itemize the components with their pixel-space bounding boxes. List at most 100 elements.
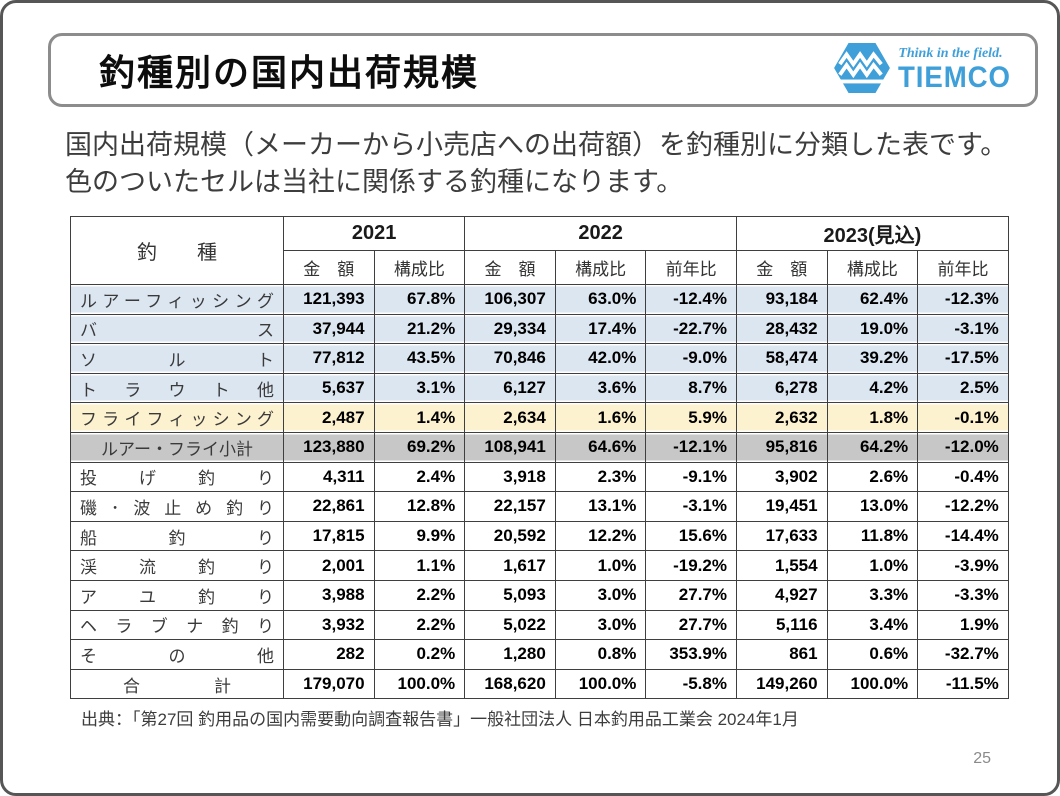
page-title: 釣種別の国内出荷規模 [99,52,480,93]
value-cell: -9.0% [645,343,737,374]
value-cell: -3.1% [645,491,737,522]
table-body: ルアーフィッシング 121,393 67.8% 106,307 63.0% -1… [70,284,1009,700]
value-cell: 149,260 [735,668,828,700]
value-cell: 1.4% [373,402,466,433]
value-cell: 22,157 [464,491,556,522]
table-row: 合計 179,070 100.0% 168,620 100.0% -5.8% 1… [70,668,1009,700]
row-label: ルアー・フライ小計 [70,431,284,463]
value-cell: 353.9% [645,639,737,670]
value-cell: -14.4% [917,520,1009,552]
value-cell: 3.0% [554,609,647,641]
value-cell: -3.1% [917,313,1009,345]
value-cell: -5.8% [645,668,737,700]
value-cell: 37,944 [283,313,375,345]
col-header-amount-2021: 金 額 [283,250,375,285]
value-cell: 12.8% [373,491,466,522]
description-line-1: 国内出荷規模（メーカーから小売店への出荷額）を釣種別に分類した表です。 [65,130,1008,160]
value-cell: 39.2% [826,343,919,374]
table-row: トラウト他 5,637 3.1% 6,127 3.6% 8.7% 6,278 4… [70,372,1009,404]
table-row: ルアー・フライ小計 123,880 69.2% 108,941 64.6% -1… [70,431,1009,463]
value-cell: 179,070 [283,668,375,700]
value-cell: -0.4% [917,461,1009,493]
row-label: 船釣り [70,520,284,552]
logo-brand: TIEMCO [898,61,1012,94]
value-cell: 27.7% [645,609,737,641]
value-cell: 13.0% [826,491,919,522]
value-cell: 42.0% [554,343,647,374]
table-row: アユ釣り 3,988 2.2% 5,093 3.0% 27.7% 4,927 3… [70,579,1009,611]
shipment-table: 釣 種 2021 2022 2023(見込) 金 額 構成比 金 額 構成比 前… [70,216,1009,700]
value-cell: 1.0% [554,550,647,581]
value-cell: 1,280 [464,639,556,670]
value-cell: 2,632 [735,402,828,433]
row-label: ルアーフィッシング [70,284,284,315]
value-cell: 11.8% [826,520,919,552]
value-cell: 3.0% [554,579,647,611]
value-cell: 108,941 [464,431,556,463]
shipment-table-wrap: 釣 種 2021 2022 2023(見込) 金 額 構成比 金 額 構成比 前… [70,216,1009,700]
value-cell: 62.4% [826,284,919,315]
value-cell: 17,633 [735,520,828,552]
table-header: 釣 種 2021 2022 2023(見込) 金 額 構成比 金 額 構成比 前… [70,216,1009,285]
col-header-share-2022: 構成比 [554,250,647,285]
value-cell: -11.5% [917,668,1009,700]
year-2023-header: 2023(見込) [735,216,1009,251]
value-cell: 21.2% [373,313,466,345]
value-cell: 3.1% [373,372,466,404]
value-cell: 3,932 [283,609,375,641]
value-cell: 63.0% [554,284,647,315]
value-cell: 2,634 [464,402,556,433]
col-header-yoy-2023: 前年比 [917,250,1009,285]
sub-header-row: 金 額 構成比 金 額 構成比 前年比 金 額 構成比 前年比 [71,250,1009,285]
value-cell: -12.3% [917,284,1009,315]
value-cell: -12.1% [645,431,737,463]
value-cell: 3.6% [554,372,647,404]
value-cell: 5,637 [283,372,375,404]
value-cell: 2.2% [373,609,466,641]
value-cell: 3,902 [735,461,828,493]
value-cell: -19.2% [645,550,737,581]
value-cell: 0.8% [554,639,647,670]
value-cell: 3,988 [283,579,375,611]
value-cell: 282 [283,639,375,670]
col-header-share-2023: 構成比 [826,250,919,285]
value-cell: 64.2% [826,431,919,463]
value-cell: 70,846 [464,343,556,374]
value-cell: 6,127 [464,372,556,404]
logo-tagline: Think in the field. [898,46,1003,61]
value-cell: -32.7% [917,639,1009,670]
value-cell: 5,022 [464,609,556,641]
title-box: 釣種別の国内出荷規模 Think in the field. TIEMCO [48,33,1038,107]
value-cell: 28,432 [735,313,828,345]
value-cell: 2.2% [373,579,466,611]
value-cell: 19,451 [735,491,828,522]
year-2022-header: 2022 [464,216,737,251]
value-cell: 95,816 [735,431,828,463]
value-cell: 1.9% [917,609,1009,641]
value-cell: 15.6% [645,520,737,552]
table-row: ヘラブナ釣り 3,932 2.2% 5,022 3.0% 27.7% 5,116… [70,609,1009,641]
table-row: フライフィッシング 2,487 1.4% 2,634 1.6% 5.9% 2,6… [70,402,1009,433]
value-cell: 93,184 [735,284,828,315]
row-label: バス [70,313,284,345]
value-cell: 3.3% [826,579,919,611]
value-cell: -3.9% [917,550,1009,581]
value-cell: 1.8% [826,402,919,433]
value-cell: 2.3% [554,461,647,493]
value-cell: -9.1% [645,461,737,493]
tiemco-hexagon-icon [833,42,892,99]
value-cell: 19.0% [826,313,919,345]
value-cell: 69.2% [373,431,466,463]
value-cell: 4,311 [283,461,375,493]
value-cell: -12.4% [645,284,737,315]
value-cell: 67.8% [373,284,466,315]
year-header-row: 釣 種 2021 2022 2023(見込) [70,216,1009,285]
value-cell: -12.0% [917,431,1009,463]
row-label: ヘラブナ釣り [70,609,284,641]
value-cell: 1,554 [735,550,828,581]
value-cell: 100.0% [826,668,919,700]
value-cell: -0.1% [917,402,1009,433]
value-cell: 1.0% [826,550,919,581]
value-cell: 0.6% [826,639,919,670]
